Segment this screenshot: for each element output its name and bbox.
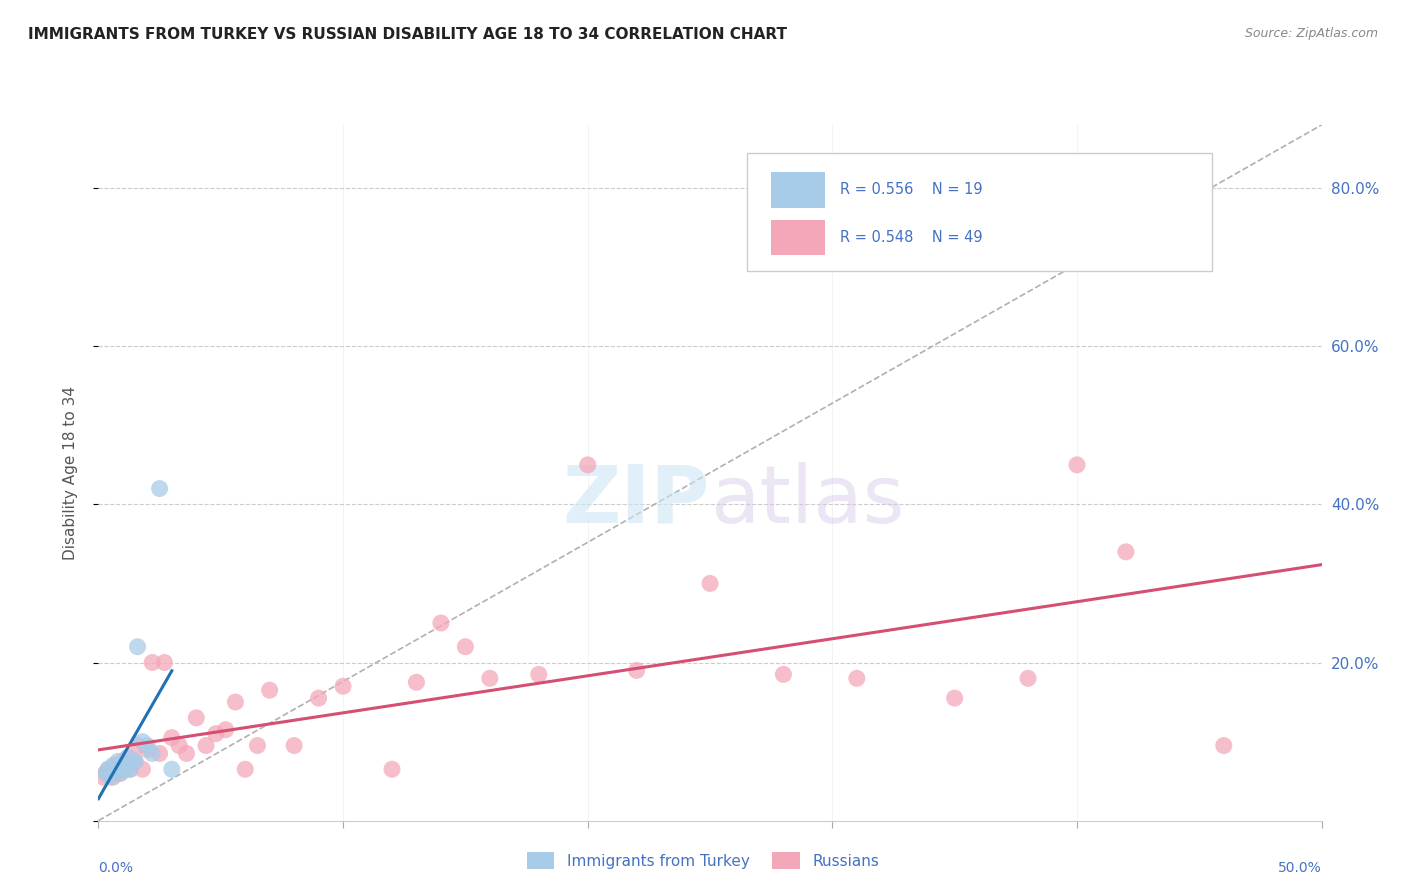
Text: ZIP: ZIP xyxy=(562,461,710,540)
Point xyxy=(214,723,236,737)
Point xyxy=(94,766,117,780)
Point xyxy=(100,770,122,784)
Point xyxy=(101,758,124,772)
Point xyxy=(224,695,246,709)
Point xyxy=(626,664,648,678)
Text: atlas: atlas xyxy=(710,461,904,540)
Point xyxy=(283,739,305,753)
Point xyxy=(454,640,477,654)
Text: R = 0.556    N = 19: R = 0.556 N = 19 xyxy=(839,182,983,197)
Point xyxy=(97,762,120,776)
Point xyxy=(259,683,281,698)
Point xyxy=(121,755,143,769)
Point xyxy=(100,766,122,780)
Point xyxy=(160,762,183,776)
FancyBboxPatch shape xyxy=(772,219,825,255)
Point xyxy=(205,726,228,740)
Point xyxy=(332,679,354,693)
Point xyxy=(1212,739,1234,753)
Point xyxy=(110,766,132,780)
Point xyxy=(127,739,149,753)
FancyBboxPatch shape xyxy=(747,153,1212,271)
Point xyxy=(478,671,501,685)
Point xyxy=(101,770,124,784)
Point xyxy=(136,739,159,753)
Point xyxy=(186,711,208,725)
Point xyxy=(127,640,149,654)
Point xyxy=(94,766,117,780)
Point xyxy=(120,762,142,776)
Point xyxy=(233,762,256,776)
Point xyxy=(111,758,134,772)
Point xyxy=(117,750,139,764)
Point xyxy=(699,576,721,591)
Point xyxy=(131,734,153,748)
Point xyxy=(405,675,427,690)
Point xyxy=(1115,545,1137,559)
Point xyxy=(160,731,183,745)
Text: Source: ZipAtlas.com: Source: ZipAtlas.com xyxy=(1244,27,1378,40)
Legend: Immigrants from Turkey, Russians: Immigrants from Turkey, Russians xyxy=(520,846,886,875)
Point xyxy=(845,671,868,685)
Point xyxy=(91,770,114,784)
Point xyxy=(104,762,127,776)
Text: 50.0%: 50.0% xyxy=(1278,861,1322,875)
Point xyxy=(114,762,136,776)
Text: R = 0.548    N = 49: R = 0.548 N = 49 xyxy=(839,229,983,244)
Text: 0.0%: 0.0% xyxy=(98,861,134,875)
Point xyxy=(943,691,966,706)
Point xyxy=(124,755,146,769)
Point xyxy=(97,762,120,776)
Point xyxy=(149,747,172,761)
Point xyxy=(149,482,172,496)
Point xyxy=(381,762,404,776)
Text: IMMIGRANTS FROM TURKEY VS RUSSIAN DISABILITY AGE 18 TO 34 CORRELATION CHART: IMMIGRANTS FROM TURKEY VS RUSSIAN DISABI… xyxy=(28,27,787,42)
Point xyxy=(107,755,129,769)
Point xyxy=(141,656,163,670)
Point xyxy=(527,667,550,681)
Y-axis label: Disability Age 18 to 34: Disability Age 18 to 34 xyxy=(63,385,77,560)
Point xyxy=(1017,671,1039,685)
Point xyxy=(1066,458,1088,472)
Point xyxy=(176,747,198,761)
Point xyxy=(308,691,330,706)
Point xyxy=(104,758,127,772)
Point xyxy=(153,656,176,670)
Point xyxy=(107,762,129,776)
Point xyxy=(111,755,134,769)
Point xyxy=(114,762,136,776)
Point xyxy=(110,766,132,780)
Point xyxy=(576,458,599,472)
Point xyxy=(430,615,453,630)
Point xyxy=(246,739,269,753)
FancyBboxPatch shape xyxy=(772,172,825,208)
Point xyxy=(195,739,218,753)
Point xyxy=(141,747,163,761)
Point xyxy=(772,667,794,681)
Point xyxy=(117,750,139,764)
Point xyxy=(131,762,153,776)
Point xyxy=(120,762,142,776)
Point xyxy=(167,739,190,753)
Point xyxy=(136,742,159,756)
Point xyxy=(124,755,146,769)
